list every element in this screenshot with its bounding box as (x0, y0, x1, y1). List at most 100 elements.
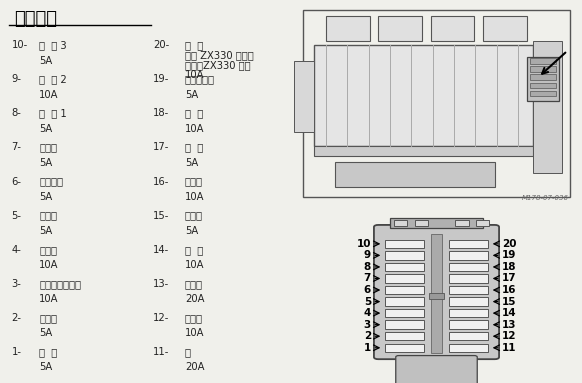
FancyBboxPatch shape (374, 225, 499, 359)
Text: 12-: 12- (152, 313, 169, 323)
Text: 17-: 17- (152, 142, 169, 152)
Text: 1-: 1- (12, 347, 22, 357)
Text: 辉光继电器: 辉光继电器 (185, 74, 215, 84)
Bar (385, 309, 424, 317)
Bar (530, 83, 556, 88)
Text: 5A: 5A (40, 226, 52, 236)
Bar (385, 274, 424, 283)
Bar (395, 220, 407, 226)
Text: 选  购 3: 选 购 3 (40, 40, 67, 50)
Bar (385, 344, 424, 352)
Text: 刮水器: 刮水器 (185, 313, 203, 323)
Text: 8-: 8- (12, 108, 22, 118)
Text: 开关盒: 开关盒 (40, 211, 57, 221)
Text: 10A: 10A (185, 70, 204, 80)
FancyBboxPatch shape (396, 355, 477, 383)
Bar (385, 240, 424, 248)
Text: 9: 9 (364, 250, 371, 260)
Text: 电源接通: 电源接通 (40, 177, 63, 187)
Text: 17: 17 (502, 273, 517, 283)
Text: 7: 7 (364, 273, 371, 283)
Text: 16: 16 (502, 285, 516, 295)
Text: 备  用: 备 用 (185, 40, 203, 50)
Bar (335, 162, 495, 187)
Text: 10A: 10A (185, 192, 204, 202)
Text: 补  助: 补 助 (185, 108, 203, 118)
Text: 11: 11 (502, 343, 516, 353)
Bar (326, 16, 370, 41)
Text: 润滑（ZX330 组）: 润滑（ZX330 组） (185, 60, 250, 70)
Text: 6: 6 (364, 285, 371, 295)
Bar (449, 321, 488, 329)
Text: 2: 2 (364, 331, 371, 341)
Text: 灯: 灯 (185, 347, 191, 357)
Bar (449, 309, 488, 317)
Bar (449, 240, 488, 248)
Text: 10A: 10A (40, 260, 59, 270)
Bar (449, 332, 488, 340)
Text: 加热器: 加热器 (185, 279, 203, 289)
Text: 点烟器: 点烟器 (185, 177, 203, 187)
Text: 5A: 5A (40, 158, 52, 168)
Bar (533, 41, 562, 172)
Text: 4-: 4- (12, 245, 22, 255)
Bar (455, 220, 469, 226)
Bar (385, 263, 424, 271)
Text: 5A: 5A (40, 362, 52, 372)
Text: 20A: 20A (185, 294, 204, 304)
Text: 5: 5 (364, 296, 371, 306)
Text: 6-: 6- (12, 177, 22, 187)
Text: 15: 15 (502, 296, 516, 306)
Bar (430, 293, 444, 299)
Text: 14: 14 (502, 308, 517, 318)
Text: 16-: 16- (152, 177, 169, 187)
Text: 10A: 10A (185, 260, 204, 270)
Bar (530, 75, 556, 80)
Bar (385, 286, 424, 294)
Text: 10A: 10A (40, 90, 59, 100)
Bar (483, 16, 527, 41)
Text: 7-: 7- (12, 142, 22, 152)
Text: 空调机: 空调机 (40, 142, 57, 152)
Text: 20-: 20- (152, 40, 169, 50)
Text: 3: 3 (364, 320, 371, 330)
Text: 8: 8 (364, 262, 371, 272)
Text: 选  购 1: 选 购 1 (40, 108, 67, 118)
Text: 13: 13 (502, 320, 516, 330)
Bar (449, 297, 488, 306)
Text: 15-: 15- (152, 211, 169, 221)
Text: 5A: 5A (185, 90, 198, 100)
Bar (378, 16, 422, 41)
Bar (385, 321, 424, 329)
Bar (314, 146, 533, 156)
Text: 收音机: 收音机 (185, 211, 203, 221)
Text: 喇  叭: 喇 叭 (185, 245, 203, 255)
Text: 电磁阀: 电磁阀 (40, 245, 57, 255)
Text: M178-07-036: M178-07-036 (522, 195, 569, 201)
Text: 10-: 10- (12, 40, 28, 50)
Bar (385, 332, 424, 340)
Text: 5A: 5A (40, 328, 52, 338)
Text: 5-: 5- (12, 211, 22, 221)
Text: 控制器: 控制器 (40, 313, 57, 323)
Bar (530, 66, 556, 72)
Text: 5A: 5A (185, 226, 198, 236)
Text: 5A: 5A (40, 56, 52, 65)
Text: 20A: 20A (185, 362, 204, 372)
Bar (449, 251, 488, 260)
Text: 5A: 5A (185, 158, 198, 168)
Text: 5A: 5A (40, 192, 52, 202)
Text: 19-: 19- (152, 74, 169, 84)
Text: 10: 10 (357, 239, 371, 249)
Bar (385, 251, 424, 260)
Bar (527, 57, 559, 101)
Text: 10A: 10A (40, 294, 59, 304)
Text: 后  备: 后 备 (40, 347, 58, 357)
Bar (475, 220, 489, 226)
Text: 10A: 10A (185, 328, 204, 338)
Text: 20: 20 (502, 239, 516, 249)
Text: 18-: 18- (152, 108, 169, 118)
Text: 4: 4 (364, 308, 371, 318)
Bar (431, 234, 442, 353)
Text: 19: 19 (502, 250, 516, 260)
